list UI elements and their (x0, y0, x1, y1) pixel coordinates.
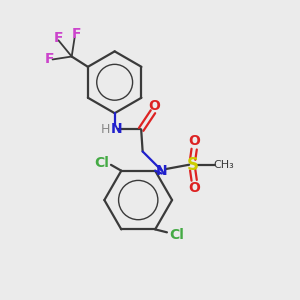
Text: Cl: Cl (169, 228, 184, 242)
Text: N: N (156, 164, 168, 178)
Text: N: N (110, 122, 122, 136)
Text: O: O (188, 181, 200, 195)
Text: CH₃: CH₃ (213, 160, 234, 170)
Text: F: F (54, 31, 63, 45)
Text: O: O (148, 99, 160, 113)
Text: S: S (187, 156, 199, 174)
Text: O: O (188, 134, 200, 148)
Text: Cl: Cl (95, 156, 110, 170)
Text: H: H (100, 123, 110, 136)
Text: F: F (72, 27, 82, 41)
Text: F: F (44, 52, 54, 67)
